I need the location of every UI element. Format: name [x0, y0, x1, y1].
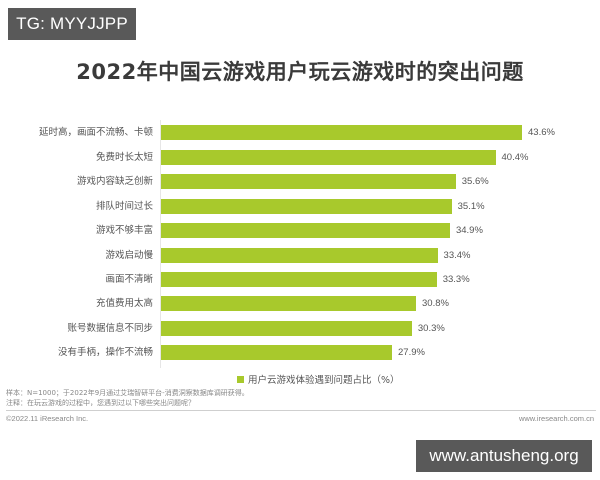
data-bar: [161, 272, 437, 287]
source-website: www.iresearch.com.cn: [518, 414, 594, 423]
value-label: 27.9%: [398, 347, 425, 358]
sample-note: 样本：N=1000；于2022年9月通过艾瑞智研平台-消费洞察数据库调研获得。: [6, 389, 249, 397]
chart-title: 2022年中国云游戏用户玩云游戏时的突出问题: [76, 60, 524, 84]
data-bar: [161, 174, 456, 189]
data-bar: [161, 296, 417, 311]
category-label: 游戏不够丰富: [95, 225, 153, 236]
value-label: 35.6%: [461, 176, 489, 187]
legend-label: 用户云游戏体验遇到问题占比（%）: [248, 375, 400, 386]
data-bar: [161, 199, 452, 214]
bar-row: 免费时长太短 40.4%: [0, 150, 600, 165]
category-label: 画面不清晰: [105, 274, 153, 285]
bar-row: 游戏不够丰富 34.9%: [0, 223, 600, 238]
bar-row: 画面不清晰 33.3%: [0, 272, 600, 287]
value-label: 35.1%: [457, 201, 485, 212]
site-watermark-badge: www.antusheng.org: [416, 440, 592, 472]
chart-legend: 用户云游戏体验遇到问题占比（%）: [237, 373, 400, 386]
category-label: 充值费用太高: [95, 298, 153, 309]
value-label: 30.8%: [422, 298, 449, 309]
data-bar: [161, 223, 450, 238]
value-label: 33.3%: [442, 274, 470, 285]
bar-row: 游戏启动慢 33.4%: [0, 248, 600, 263]
copyright: ©2022.11 iResearch Inc.: [6, 414, 89, 423]
category-label: 没有手柄，操作不流畅: [57, 347, 153, 358]
value-label: 34.9%: [455, 225, 483, 236]
category-label: 账号数据信息不同步: [67, 323, 153, 334]
data-bar: [161, 321, 412, 336]
bar-row: 账号数据信息不同步 30.3%: [0, 321, 600, 336]
category-label: 游戏内容缺乏创新: [76, 176, 153, 187]
footer-divider: [6, 410, 596, 411]
value-label: 40.4%: [501, 152, 529, 163]
value-label: 43.6%: [528, 127, 555, 138]
bar-chart: 延时高，画面不流畅、卡顿 43.6% 免费时长太短 40.4% 游戏内容缺乏创新 35.6…: [0, 120, 600, 370]
data-bar: [161, 150, 496, 165]
data-bar: [161, 345, 392, 360]
bar-row: 排队时间过长 35.1%: [0, 199, 600, 214]
category-label: 延时高，画面不流畅、卡顿: [38, 127, 153, 138]
telegram-watermark-badge: TG: MYYJJPP: [8, 8, 136, 40]
bar-row: 游戏内容缺乏创新 35.6%: [0, 174, 600, 189]
bar-row: 没有手柄，操作不流畅 27.9%: [0, 345, 600, 360]
footnotes: 样本：N=1000；于2022年9月通过艾瑞智研平台-消费洞察数据库调研获得。 …: [6, 389, 249, 408]
data-bar: [161, 125, 522, 140]
question-note: 注释：在玩云游戏的过程中，您遇到过以下哪些突出问题呢？: [6, 398, 195, 407]
category-label: 免费时长太短: [95, 152, 153, 163]
y-axis-line: [160, 120, 161, 368]
bar-row: 充值费用太高 30.8%: [0, 296, 600, 311]
data-bar: [161, 248, 438, 263]
category-label: 游戏启动慢: [105, 250, 153, 261]
legend-swatch-icon: [237, 375, 244, 383]
value-label: 33.4%: [443, 250, 471, 261]
category-label: 排队时间过长: [95, 201, 153, 212]
value-label: 30.3%: [417, 323, 445, 334]
bar-row: 延时高，画面不流畅、卡顿 43.6%: [0, 125, 600, 140]
